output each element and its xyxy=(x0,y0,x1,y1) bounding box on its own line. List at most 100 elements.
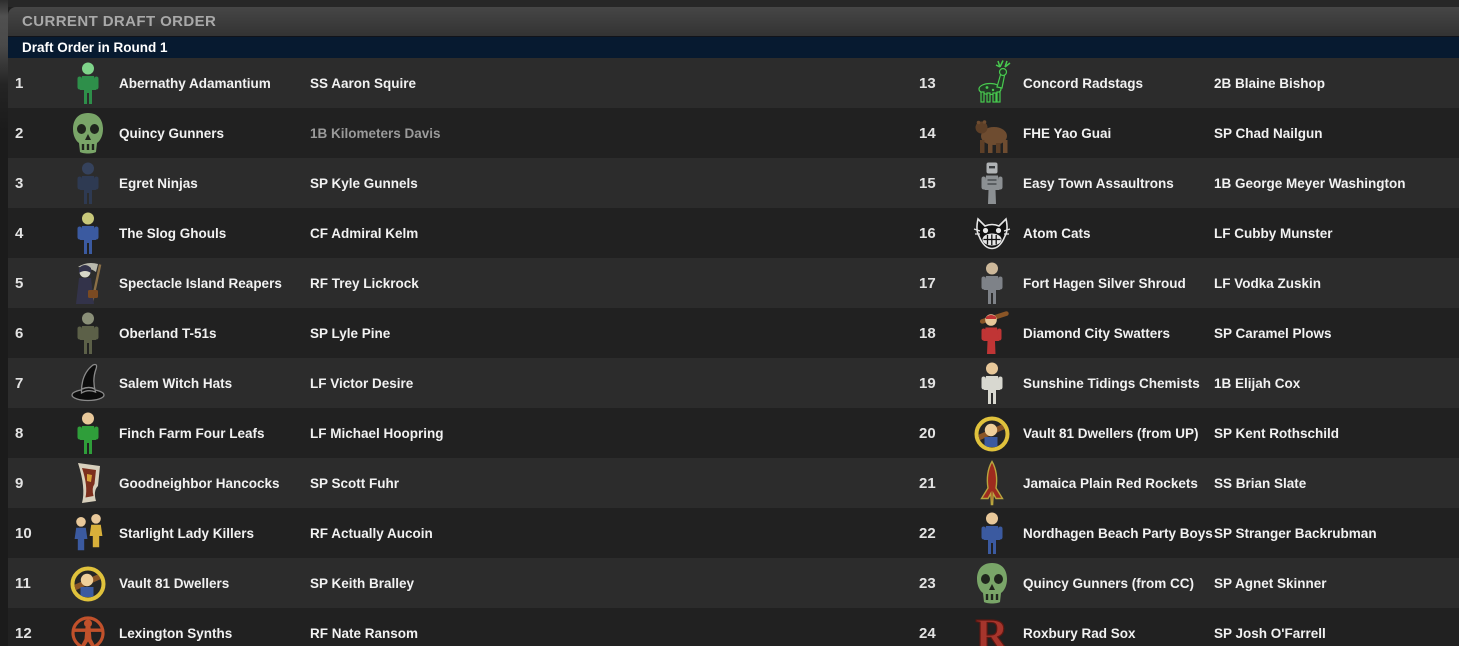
pick-number: 13 xyxy=(919,74,936,92)
drafted-player[interactable]: SS Brian Slate xyxy=(1214,475,1307,491)
draft-pick-row[interactable]: 18 Diamond City Swatters SP Caramel Plows xyxy=(912,308,1459,358)
drafted-player[interactable]: LF Victor Desire xyxy=(310,375,414,391)
draft-pick-row[interactable]: 3 Egret Ninjas SP Kyle Gunnels xyxy=(8,158,912,208)
draft-pick-row[interactable]: 5 Spectacle Island Reapers RF Trey Lickroc… xyxy=(8,258,912,308)
team-name[interactable]: Diamond City Swatters xyxy=(1023,325,1171,341)
team-name[interactable]: FHE Yao Guai xyxy=(1023,125,1112,141)
draft-pick-row[interactable]: 14 FHE Yao Guai SP Chad Nailgun xyxy=(912,108,1459,158)
team-name[interactable]: Spectacle Island Reapers xyxy=(119,275,282,291)
pick-number: 6 xyxy=(15,324,24,342)
drafted-player[interactable]: SP Lyle Pine xyxy=(310,325,391,341)
team-name[interactable]: Oberland T-51s xyxy=(119,325,217,341)
team-name[interactable]: Quincy Gunners (from CC) xyxy=(1023,575,1195,591)
draft-pick-row[interactable]: 6 Oberland T-51s SP Lyle Pine xyxy=(8,308,912,358)
drafted-player[interactable]: 1B Elijah Cox xyxy=(1214,375,1301,391)
drafted-player[interactable]: SP Scott Fuhr xyxy=(310,475,400,491)
draft-pick-row[interactable]: 1 Abernathy Adamantium SS Aaron Squire xyxy=(8,58,912,108)
chemist-vault-boy-icon xyxy=(969,360,1015,406)
drafted-player[interactable]: RF Trey Lickrock xyxy=(310,275,419,291)
team-name[interactable]: Starlight Lady Killers xyxy=(119,525,255,541)
assaultron-icon xyxy=(969,160,1015,206)
pick-number: 18 xyxy=(919,324,936,342)
drafted-player[interactable]: LF Vodka Zuskin xyxy=(1214,275,1322,291)
drafted-player[interactable]: SP Josh O'Farrell xyxy=(1214,625,1326,641)
yao-guai-icon xyxy=(969,110,1015,156)
round-subheader-label: Draft Order in Round 1 xyxy=(22,40,168,55)
drafted-player[interactable]: 2B Blaine Bishop xyxy=(1214,75,1326,91)
grim-reaper-icon xyxy=(65,260,111,306)
draft-order-panel: CURRENT DRAFT ORDER Draft Order in Round… xyxy=(8,7,1459,646)
draft-pick-row[interactable]: 11 Vault 81 Dwellers SP Keith Bralley xyxy=(8,558,912,608)
draft-pick-row[interactable]: 19 Sunshine Tidings Chemists 1B Elijah Cox xyxy=(912,358,1459,408)
team-name[interactable]: Egret Ninjas xyxy=(119,175,198,191)
ghoul-vault-boy-icon xyxy=(65,210,111,256)
team-name[interactable]: Fort Hagen Silver Shroud xyxy=(1023,275,1186,291)
team-name[interactable]: Easy Town Assaultrons xyxy=(1023,175,1174,191)
drafted-player[interactable]: SP Kent Rothschild xyxy=(1214,425,1340,441)
team-name[interactable]: Quincy Gunners xyxy=(119,125,225,141)
drafted-player[interactable]: SS Aaron Squire xyxy=(310,75,417,91)
team-name[interactable]: Goodneighbor Hancocks xyxy=(119,475,280,491)
team-name[interactable]: Jamaica Plain Red Rockets xyxy=(1023,475,1198,491)
pick-number: 10 xyxy=(15,524,32,542)
draft-pick-row[interactable]: 24 R Roxbury Rad Sox SP Josh O'Farrell xyxy=(912,608,1459,646)
drafted-player[interactable]: LF Michael Hoopring xyxy=(310,425,444,441)
draft-pick-row[interactable]: 2 Quincy Gunners 1B Kilometers Davis xyxy=(8,108,912,158)
drafted-player[interactable]: SP Caramel Plows xyxy=(1214,325,1332,341)
team-name[interactable]: Atom Cats xyxy=(1023,225,1091,241)
draft-pick-row[interactable]: 4 The Slog Ghouls CF Admiral Kelm xyxy=(8,208,912,258)
drafted-player[interactable]: SP Kyle Gunnels xyxy=(310,175,418,191)
team-name[interactable]: Abernathy Adamantium xyxy=(119,75,271,91)
team-name[interactable]: Finch Farm Four Leafs xyxy=(119,425,265,441)
radstag-icon xyxy=(969,60,1015,106)
draft-column-left: 1 Abernathy Adamantium SS Aaron Squire 2 Qui… xyxy=(8,58,912,646)
team-name[interactable]: Vault 81 Dwellers xyxy=(119,575,230,591)
pick-number: 7 xyxy=(15,374,24,392)
draft-pick-row[interactable]: 15 Easy Town Assaultrons 1B George Meyer W… xyxy=(912,158,1459,208)
draft-pick-row[interactable]: 13 Concord Radstags 2B Blaine Bishop xyxy=(912,58,1459,108)
panel-title: CURRENT DRAFT ORDER xyxy=(22,13,217,30)
pick-number: 1 xyxy=(15,74,24,92)
drafted-player[interactable]: CF Admiral Kelm xyxy=(310,225,419,241)
draft-pick-row[interactable]: 17 Fort Hagen Silver Shroud LF Vodka Zuski… xyxy=(912,258,1459,308)
pick-number: 8 xyxy=(15,424,24,442)
team-name[interactable]: Vault 81 Dwellers (from UP) xyxy=(1023,425,1199,441)
window-left-edge xyxy=(0,0,8,646)
drafted-player[interactable]: SP Stranger Backrubman xyxy=(1214,525,1377,541)
team-name[interactable]: Concord Radstags xyxy=(1023,75,1144,91)
pick-number: 22 xyxy=(919,524,936,542)
team-name[interactable]: Salem Witch Hats xyxy=(119,375,233,391)
draft-pick-row[interactable]: 23 Quincy Gunners (from CC) SP Agnet Skinn… xyxy=(912,558,1459,608)
vault-81-circle-icon xyxy=(65,560,111,606)
draft-pick-row[interactable]: 12 Lexington Synths RF Nate Ransom xyxy=(8,608,912,646)
team-name[interactable]: Nordhagen Beach Party Boys xyxy=(1023,525,1213,541)
drafted-player[interactable]: RF Nate Ransom xyxy=(310,625,419,641)
draft-pick-row[interactable]: 16 Atom Cats LF Cubby Munster xyxy=(912,208,1459,258)
drafted-player[interactable]: LF Cubby Munster xyxy=(1214,225,1333,241)
roxbury-r-icon: R xyxy=(969,610,1015,646)
power-armor-icon xyxy=(65,310,111,356)
drafted-player[interactable]: SP Chad Nailgun xyxy=(1214,125,1323,141)
team-name[interactable]: Lexington Synths xyxy=(119,625,233,641)
draft-pick-row[interactable]: 22 Nordhagen Beach Party Boys SP Stranger … xyxy=(912,508,1459,558)
pick-number: 2 xyxy=(15,124,24,142)
draft-pick-row[interactable]: 7 Salem Witch Hats LF Victor Desire xyxy=(8,358,912,408)
drafted-player[interactable]: SP Agnet Skinner xyxy=(1214,575,1327,591)
drafted-player[interactable]: 1B Kilometers Davis xyxy=(310,125,441,141)
pick-number: 12 xyxy=(15,624,32,642)
draft-pick-row[interactable]: 9 Goodneighbor Hancocks SP Scott Fuhr xyxy=(8,458,912,508)
draft-pick-row[interactable]: 8 Finch Farm Four Leafs LF Michael Hooprin… xyxy=(8,408,912,458)
draft-column-right: 13 Concord Radstags 2B Blaine Bishop 14 FHE … xyxy=(912,58,1459,646)
drafted-player[interactable]: SP Keith Bralley xyxy=(310,575,415,591)
team-name[interactable]: The Slog Ghouls xyxy=(119,225,227,241)
round-subheader: Draft Order in Round 1 xyxy=(8,36,1459,58)
drafted-player[interactable]: 1B George Meyer Washington xyxy=(1214,175,1406,191)
team-name[interactable]: Roxbury Rad Sox xyxy=(1023,625,1136,641)
pick-number: 14 xyxy=(919,124,936,142)
draft-pick-row[interactable]: 20 Vault 81 Dwellers (from UP) SP Kent Rot… xyxy=(912,408,1459,458)
draft-pick-row[interactable]: 21 Jamaica Plain Red Rockets SS Brian Slat… xyxy=(912,458,1459,508)
drafted-player[interactable]: RF Actually Aucoin xyxy=(310,525,433,541)
team-name[interactable]: Sunshine Tidings Chemists xyxy=(1023,375,1200,391)
draft-pick-row[interactable]: 10 Starlight Lady Killers RF Actually Auco… xyxy=(8,508,912,558)
